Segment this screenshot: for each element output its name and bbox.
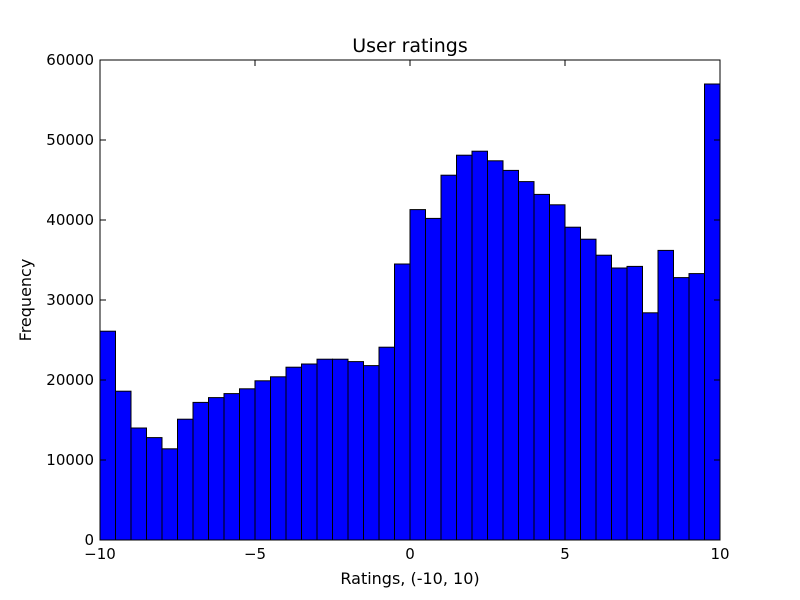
histogram-bar (192, 401, 209, 541)
chart-title: User ratings (352, 35, 468, 57)
histogram-bar (99, 330, 116, 541)
histogram-bar (518, 181, 535, 541)
y-tick-label: 10000 (46, 451, 94, 469)
histogram-bar (580, 238, 597, 541)
histogram-bar (409, 209, 426, 541)
x-axis-label: Ratings, (-10, 10) (340, 569, 479, 588)
histogram-bar (347, 361, 364, 541)
histogram-bar (564, 226, 581, 541)
histogram-bar (626, 265, 643, 541)
histogram-bar (146, 437, 163, 541)
histogram-bar (115, 390, 132, 541)
histogram-bar (285, 366, 302, 541)
ticks-group: −10 −5 0 5 10 0 10000 20000 30000 40000 50000 60000 (46, 51, 729, 563)
x-tick-label: 10 (710, 545, 729, 563)
histogram-bar (533, 193, 550, 541)
histogram-bar (301, 363, 318, 541)
histogram-bar (270, 376, 287, 541)
histogram-bar (394, 263, 411, 541)
histogram-bar (363, 365, 380, 541)
histogram-bar (130, 427, 147, 541)
x-tick-label: −10 (84, 545, 116, 563)
histogram-bar (456, 154, 473, 541)
histogram-bar (332, 358, 349, 541)
y-tick-label: 0 (84, 531, 94, 549)
histogram-bar (208, 397, 225, 541)
y-axis-label: Frequency (16, 259, 35, 342)
histogram-bar (471, 150, 488, 541)
histogram-bar (440, 174, 457, 541)
y-tick-label: 20000 (46, 371, 94, 389)
histogram-bar (642, 312, 659, 541)
histogram-bar (673, 277, 690, 541)
y-tick-label: 50000 (46, 131, 94, 149)
histogram-bar (487, 160, 504, 541)
x-tick-label: −5 (244, 545, 266, 563)
histogram-bar (254, 380, 271, 541)
histogram-bar (239, 388, 256, 541)
y-tick-label: 40000 (46, 211, 94, 229)
histogram-bar (657, 249, 674, 541)
y-tick-label: 30000 (46, 291, 94, 309)
histogram-bar (595, 254, 612, 541)
x-tick-label: 0 (405, 545, 415, 563)
histogram-bar (425, 217, 442, 541)
histogram-bar (704, 83, 721, 541)
histogram-bar (177, 418, 194, 541)
histogram-bar (223, 393, 240, 541)
histogram-bar (161, 448, 178, 541)
histogram-bar (688, 273, 705, 541)
histogram-bar (316, 358, 333, 541)
y-tick-label: 60000 (46, 51, 94, 69)
histogram-bar (549, 204, 566, 541)
x-tick-label: 5 (560, 545, 570, 563)
histogram-bar (611, 267, 628, 541)
histogram-bar (378, 346, 395, 541)
histogram-bar (502, 169, 519, 541)
bars-group (99, 83, 721, 541)
